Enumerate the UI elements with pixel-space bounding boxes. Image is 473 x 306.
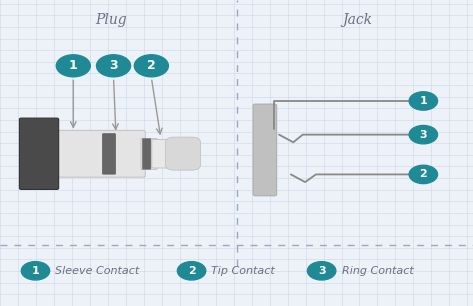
Circle shape [177,262,206,280]
FancyBboxPatch shape [19,118,59,189]
Text: 1: 1 [69,59,78,72]
FancyBboxPatch shape [103,134,115,174]
Text: Tip Contact: Tip Contact [211,266,275,276]
Circle shape [409,165,438,184]
Text: Plug: Plug [96,13,127,27]
Text: 2: 2 [147,59,156,72]
Text: Ring Contact: Ring Contact [342,266,413,276]
Circle shape [307,262,336,280]
Text: Jack: Jack [342,13,372,27]
FancyBboxPatch shape [152,140,183,168]
FancyBboxPatch shape [141,138,157,170]
Circle shape [409,125,438,144]
Text: 2: 2 [420,170,427,179]
Text: 3: 3 [420,130,427,140]
FancyBboxPatch shape [166,137,201,170]
Circle shape [409,92,438,110]
Text: 1: 1 [420,96,427,106]
Text: 1: 1 [32,266,39,276]
Text: 2: 2 [188,266,195,276]
Circle shape [134,55,168,77]
FancyBboxPatch shape [49,130,145,177]
Circle shape [56,55,90,77]
Text: Sleeve Contact: Sleeve Contact [55,266,140,276]
FancyBboxPatch shape [253,104,277,196]
Text: 3: 3 [109,59,118,72]
FancyBboxPatch shape [142,139,151,169]
Circle shape [96,55,131,77]
Circle shape [21,262,50,280]
Text: 3: 3 [318,266,325,276]
